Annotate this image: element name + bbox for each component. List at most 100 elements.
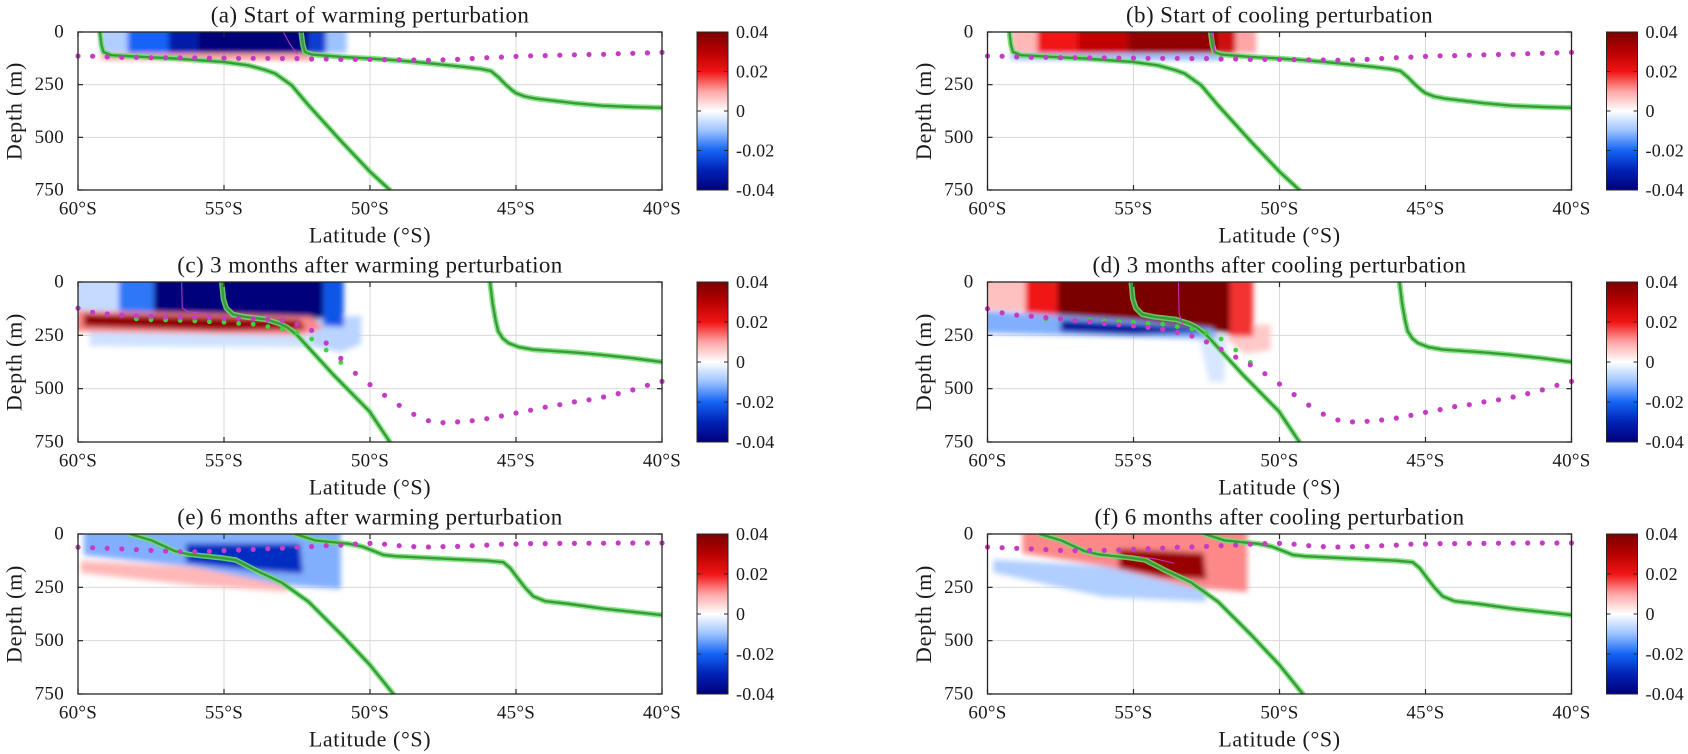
magenta-dot [279,545,285,551]
magenta-dot [1349,57,1356,63]
magenta-dot [221,55,227,61]
x-tick-label: 60°S [968,199,1006,220]
y-tick-label: 750 [944,684,973,705]
magenta-dot [1437,53,1443,59]
colorbar-tick-label: 0 [736,604,745,624]
colorbar-tick-label: -0.04 [736,180,775,200]
x-tick-label: 50°S [351,703,389,724]
magenta-dot [1481,540,1487,547]
green-curve [293,534,662,617]
magenta-dot [1262,56,1268,63]
anomaly-patch [78,282,119,314]
magenta-dot [1335,544,1341,550]
x-tick-label: 50°S [1260,451,1298,472]
anomaly-patch [153,282,324,319]
x-axis-label: Latitude (°S) [1218,223,1340,248]
magenta-dot [1101,320,1107,326]
magenta-dot [1174,55,1180,61]
x-tick-label: 50°S [1260,199,1298,220]
magenta-dot [1481,52,1487,58]
magenta-dot [498,413,504,419]
colorbar-tick-label: 0.02 [1646,62,1678,82]
y-tick-label: 500 [35,127,64,148]
magenta-dot [1525,391,1531,397]
magenta-dot [1495,540,1502,546]
green-dot [1145,321,1151,326]
magenta-dot [148,313,154,319]
anomaly-field-smoothing [78,282,362,353]
green-curve [1038,534,1305,694]
green-curve [299,32,662,110]
panel-title: (d) 3 months after cooling perturbation [1093,253,1467,278]
magenta-dot [1262,371,1268,377]
magenta-dot [1203,339,1210,345]
green-curve [98,32,392,190]
y-tick-label: 0 [54,272,64,293]
y-tick-label: 750 [35,180,64,201]
anomaly-patch [89,331,312,348]
panel-b: (b) Start of cooling perturbation 60°S 55°… [911,3,1684,248]
magenta-dot [1247,362,1253,368]
anomaly-patch [197,32,309,54]
magenta-dot [1291,392,1297,398]
magenta-dot [1510,51,1516,57]
y-tick-label: 0 [964,272,974,293]
magenta-dot [528,53,534,59]
anomaly-patch [987,282,1026,312]
magenta-dot [133,54,139,60]
magenta-dot [1218,346,1224,352]
green-curve [1008,32,1301,190]
x-tick-label: 40°S [643,199,681,220]
x-axis-label: Latitude (°S) [1218,475,1340,500]
anomaly-patch [1218,32,1236,54]
magenta-dot [1422,53,1429,60]
magenta-dot [1306,57,1312,63]
magenta-dot [1145,546,1151,552]
anomaly-field-smoothing [99,32,347,60]
magenta-dot [1364,543,1370,550]
x-tick-label: 50°S [1260,703,1298,724]
green-curves [1006,32,1572,190]
magenta-dot [279,55,285,62]
magenta-dot [309,544,315,550]
magenta-dot [615,51,621,57]
magenta-dot [1028,313,1034,319]
green-curve [1398,282,1572,364]
x-tick-label: 60°S [59,703,97,724]
y-tick-label: 500 [944,378,973,399]
magenta-dot [1014,545,1020,551]
x-tick-label: 40°S [1552,199,1590,220]
x-tick-label: 45°S [497,199,535,220]
magenta-dot [1072,317,1078,323]
magenta-dot [352,370,358,376]
magenta-dot [440,544,446,550]
magenta-dot [1364,418,1370,424]
anomaly-patch [80,560,289,592]
magenta-dot [1130,546,1137,553]
magenta-dot [221,548,227,554]
magenta-dot [1481,399,1487,405]
colorbar [1606,533,1638,695]
magenta-dot [1393,55,1399,61]
x-axis-label: Latitude (°S) [309,475,431,500]
magenta-dot [1495,51,1502,58]
magenta-dot [163,55,169,61]
magenta-dot [294,55,300,62]
magenta-dot [177,314,183,320]
magenta-dot [586,51,592,58]
magenta-dot [1539,50,1545,56]
magenta-dot [1174,329,1180,335]
magenta-dot [367,540,373,547]
magenta-dot [1379,55,1385,62]
anomaly-patch [127,32,169,54]
magenta-dot [119,312,125,318]
x-tick-label: 60°S [59,199,97,220]
magenta-dot [1014,312,1020,318]
magenta-dot [1554,540,1560,546]
x-tick-label: 55°S [1114,703,1152,724]
colorbar-tick-label: 0.02 [736,564,768,584]
green-dot [1174,324,1180,329]
magenta-dot [1276,381,1283,387]
anomaly-patch [1127,32,1219,54]
magenta-dot [484,55,490,61]
